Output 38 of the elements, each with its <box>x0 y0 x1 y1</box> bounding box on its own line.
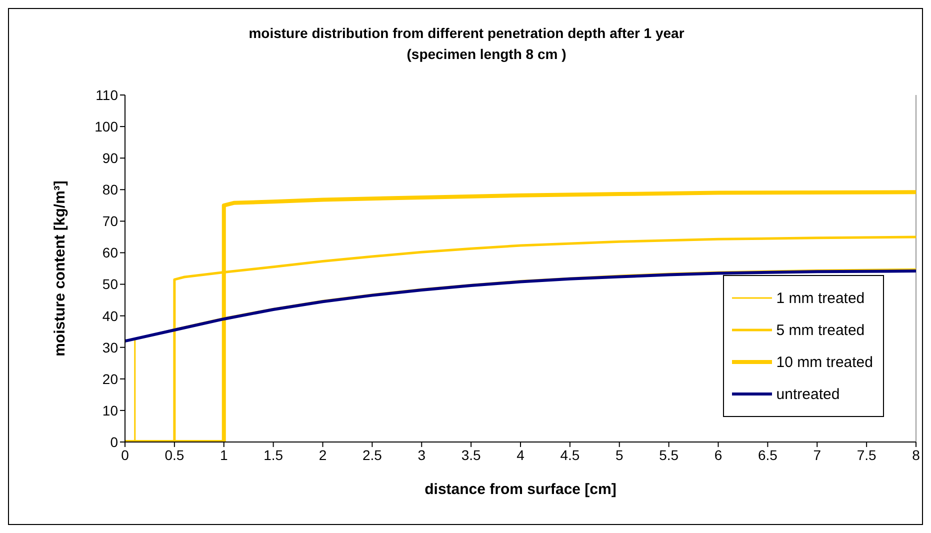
x-tick-label: 0.5 <box>164 446 184 463</box>
y-tick-label: 60 <box>102 244 118 261</box>
y-axis-title: moisture content [kg/m³] <box>51 180 68 356</box>
legend-label: untreated <box>776 386 840 402</box>
x-tick-label: 7 <box>813 446 822 463</box>
x-tick-label: 4.5 <box>560 446 580 463</box>
x-tick-label: 7.5 <box>856 446 877 463</box>
y-tick-label: 90 <box>102 150 118 166</box>
x-tick-label: 8 <box>912 446 920 463</box>
y-tick-label: 80 <box>102 182 118 198</box>
line-series <box>125 270 916 343</box>
x-tick-label: 0 <box>121 446 130 463</box>
y-tick-label: 20 <box>102 370 118 387</box>
legend-label: 1 mm treated <box>776 290 865 306</box>
x-tick-label: 2 <box>318 446 327 463</box>
x-tick-label: 3.5 <box>461 446 482 463</box>
y-tick-label: 40 <box>102 308 118 324</box>
y-tick-label: 10 <box>102 402 118 418</box>
x-tick-label: 6 <box>714 446 722 463</box>
x-axis-title: distance from surface [cm] <box>424 481 616 498</box>
y-tick-label: 110 <box>96 86 118 103</box>
x-tick-label: 5 <box>615 446 624 463</box>
y-tick-label: 0 <box>110 434 118 450</box>
x-tick-label: 1.5 <box>264 446 284 463</box>
x-tick-label: 3 <box>418 446 426 463</box>
chart-title: moisture distribution from different penetration depth after 1 year <box>248 24 686 43</box>
y-tick-label: 50 <box>102 276 118 292</box>
x-tick-label: 5.5 <box>659 446 679 463</box>
x-tick-label: 4 <box>516 446 525 463</box>
y-tick-label: 100 <box>94 118 118 135</box>
x-tick-label: 6.5 <box>758 446 778 463</box>
x-tick-label: 2.5 <box>362 446 382 463</box>
y-tick-label: 70 <box>102 213 118 230</box>
legend-label: 10 mm treated <box>776 354 873 370</box>
legend-label: 5 mm treated <box>776 322 865 338</box>
chart-subtitle: (specimen length 8 cm ) <box>406 45 568 64</box>
y-tick-label: 30 <box>102 339 118 356</box>
x-tick-label: 1 <box>220 446 228 463</box>
